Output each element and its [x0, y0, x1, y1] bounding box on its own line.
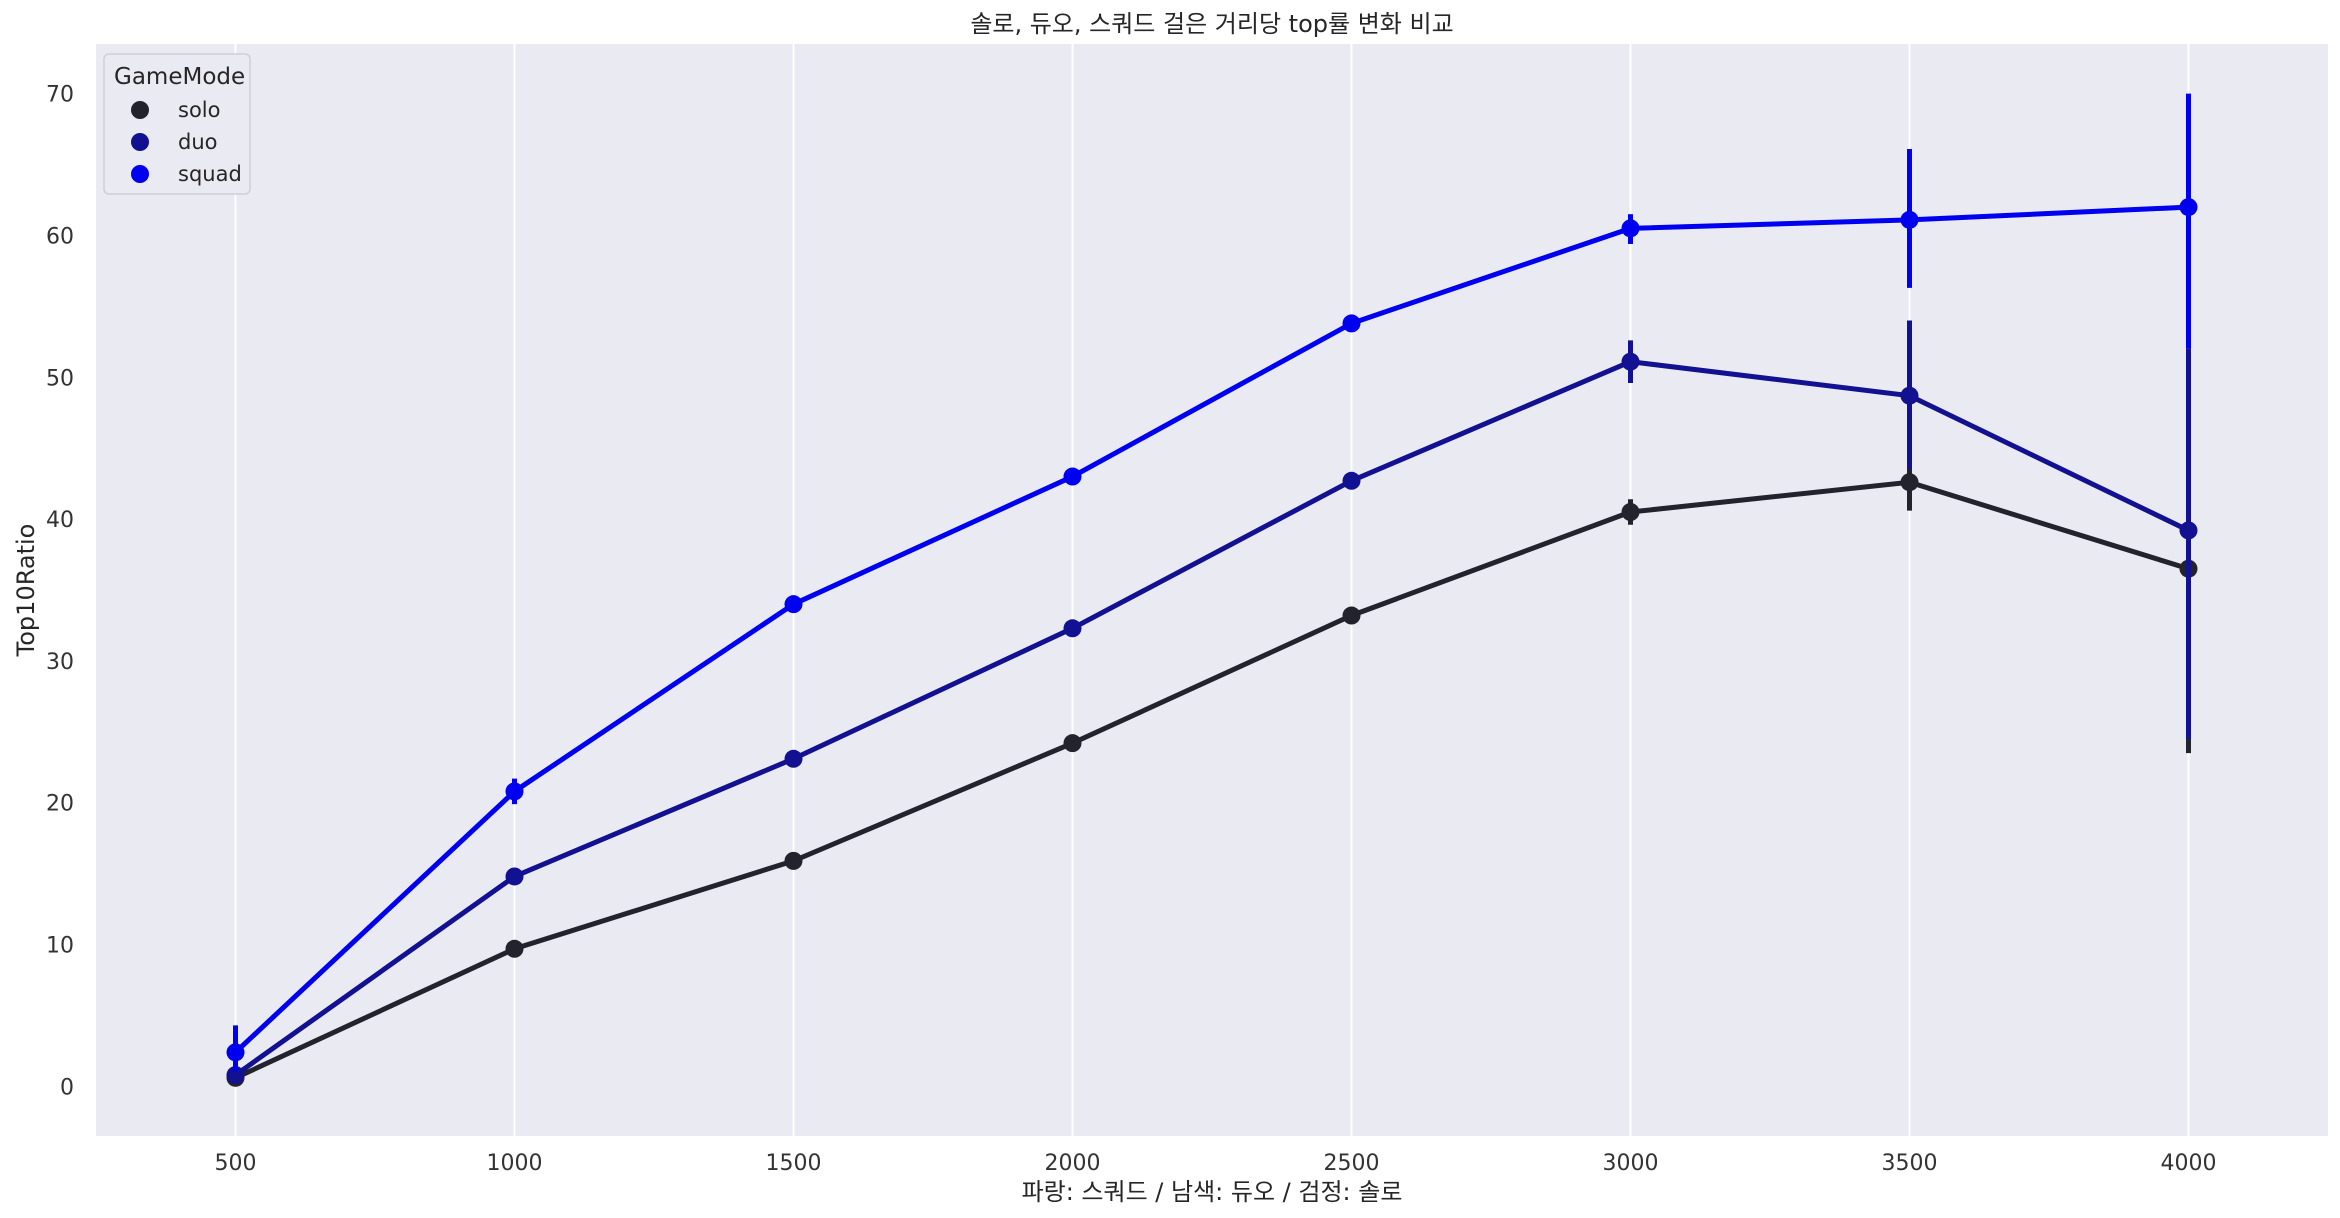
x-tick-label: 2500 — [1324, 1151, 1380, 1176]
data-point-duo — [505, 867, 524, 886]
data-point-duo — [1621, 352, 1640, 371]
data-point-squad — [226, 1043, 245, 1062]
legend-label-duo: duo — [178, 130, 218, 154]
x-tick-label: 4000 — [2161, 1151, 2217, 1176]
y-tick-label: 10 — [46, 934, 74, 959]
legend-marker-solo — [131, 101, 149, 119]
data-point-solo — [1342, 606, 1361, 625]
data-point-squad — [1621, 219, 1640, 238]
legend-title: GameMode — [114, 64, 245, 90]
y-tick-label: 60 — [46, 224, 74, 249]
series-squad — [226, 93, 2198, 1073]
data-point-solo — [505, 939, 524, 958]
legend-marker-duo — [131, 133, 149, 151]
series-line-duo — [234, 359, 2190, 1078]
series-line-squad — [233, 204, 2189, 1055]
y-tick-label: 30 — [46, 650, 74, 675]
legend-box — [103, 53, 251, 195]
x-tick-label: 3000 — [1603, 1151, 1659, 1176]
x-tick-label: 2000 — [1045, 1151, 1101, 1176]
x-tick-label: 3500 — [1882, 1151, 1938, 1176]
data-point-solo — [1621, 503, 1640, 521]
x-tick-label: 500 — [215, 1151, 257, 1176]
data-point-squad — [1342, 314, 1361, 333]
x-axis-title: 파랑: 스쿼드 / 남색: 듀오 / 검정: 솔로 — [1022, 1178, 1403, 1206]
y-tick-label: 70 — [46, 83, 74, 108]
x-tick-label: 1500 — [766, 1151, 822, 1176]
data-point-duo — [1342, 471, 1361, 490]
legend-label-solo: solo — [178, 98, 220, 122]
series-line-solo — [234, 479, 2190, 1081]
x-tick-labels: 500 1000 1500 2000 2500 3000 3500 4000 — [215, 1151, 2217, 1176]
y-tick-label: 0 — [60, 1075, 74, 1100]
y-axis-title: Top10Ratio — [12, 524, 40, 658]
data-point-solo — [1063, 734, 1082, 753]
data-point-duo — [2179, 521, 2198, 540]
data-point-solo — [784, 851, 803, 870]
legend: GameMode solo duo squad — [103, 53, 251, 195]
y-tick-labels: 0 10 20 30 40 50 60 70 — [46, 83, 74, 1101]
legend-marker-squad — [131, 165, 149, 183]
legend-label-squad: squad — [178, 162, 242, 186]
data-point-solo — [1900, 473, 1919, 492]
data-point-squad — [2179, 198, 2198, 217]
data-point-duo — [784, 749, 803, 768]
data-point-duo — [1900, 386, 1919, 405]
series-duo — [226, 320, 2198, 1085]
data-point-duo — [1063, 619, 1082, 638]
plot-background — [96, 44, 2328, 1136]
data-point-duo — [226, 1066, 245, 1085]
series-layer — [226, 93, 2198, 1087]
y-tick-label: 20 — [46, 792, 74, 817]
data-point-squad — [505, 782, 524, 801]
data-point-squad — [1063, 467, 1082, 486]
x-tick-label: 1000 — [487, 1151, 543, 1176]
data-point-squad — [1900, 210, 1919, 229]
y-tick-label: 50 — [46, 366, 74, 391]
y-tick-label: 40 — [46, 508, 74, 533]
chart-title: 솔로, 듀오, 스쿼드 걸은 거리당 top률 변화 비교 — [970, 10, 1453, 38]
data-point-squad — [784, 595, 803, 614]
